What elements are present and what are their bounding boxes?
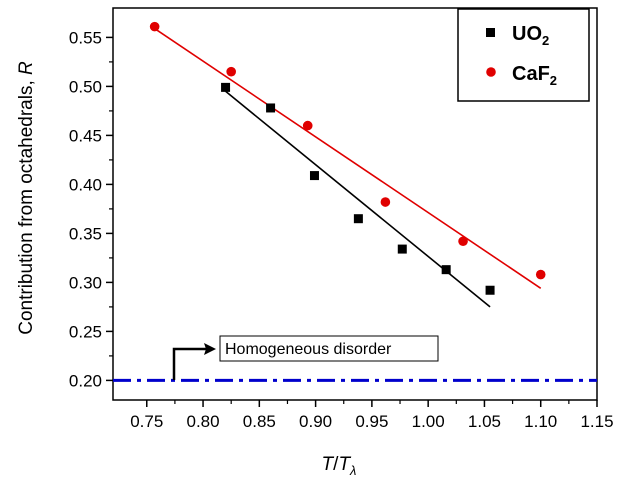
y-tick-label: 0.30 — [69, 273, 102, 292]
point-uo2 — [397, 244, 407, 254]
point-caf2 — [149, 21, 160, 32]
y-tick-label: 0.55 — [69, 28, 102, 47]
homogeneous-disorder-annotation: Homogeneous disorder — [172, 335, 439, 380]
plot-frame — [112, 7, 598, 401]
point-uo2 — [485, 285, 495, 295]
x-tick-label: 1.05 — [468, 412, 501, 431]
x-axis: 0.75 0.80 0.85 0.90 0.95 1.00 1.05 1.10 1.15 — [130, 400, 614, 431]
data-points — [149, 21, 546, 295]
point-caf2 — [535, 269, 546, 280]
y-tick-label: 0.20 — [69, 371, 102, 390]
x-tick-label: 1.00 — [412, 412, 445, 431]
x-axis-title: T/Tλ — [322, 454, 357, 478]
x-tick-label: 0.75 — [130, 412, 163, 431]
point-uo2 — [441, 265, 451, 275]
y-tick-label: 0.45 — [69, 126, 102, 145]
annotation-arrow — [172, 347, 208, 380]
point-uo2 — [266, 103, 276, 113]
legend: UO2 CaF2 — [457, 8, 590, 102]
point-caf2 — [302, 120, 313, 131]
annotation-box — [219, 335, 439, 362]
legend-label-caf2: CaF2 — [512, 63, 557, 88]
y-tick-label: 0.25 — [69, 322, 102, 341]
point-uo2 — [353, 214, 363, 224]
x-tick-label: 1.10 — [524, 412, 557, 431]
x-tick-label: 1.15 — [580, 412, 613, 431]
y-tick-label: 0.35 — [69, 224, 102, 243]
x-tick-label: 0.85 — [243, 412, 276, 431]
annotation-arrowhead — [204, 343, 216, 355]
y-axis-title: Contribution from octahedrals, R — [16, 61, 37, 335]
point-caf2 — [458, 236, 468, 247]
y-axis: 0.20 0.25 0.30 0.35 0.40 0.45 0.50 0.55 — [69, 28, 113, 390]
point-caf2 — [380, 197, 391, 207]
fit-line-uo2 — [225, 90, 491, 308]
point-uo2 — [309, 171, 319, 181]
point-caf2 — [226, 66, 236, 77]
y-tick-label: 0.50 — [69, 77, 102, 96]
x-tick-label: 0.95 — [355, 412, 388, 431]
plot-area-border — [112, 7, 598, 401]
point-uo2 — [221, 82, 231, 92]
legend-marker-caf2 — [486, 67, 496, 77]
y-tick-label: 0.40 — [69, 175, 102, 194]
legend-marker-uo2 — [486, 28, 495, 37]
legend-label-uo2: UO2 — [512, 23, 549, 48]
legend-box — [457, 8, 590, 102]
fit-line-caf2 — [154, 27, 542, 289]
x-tick-label: 0.80 — [186, 412, 219, 431]
x-tick-label: 0.90 — [299, 412, 332, 431]
annotation-label: Homogeneous disorder — [225, 341, 392, 358]
